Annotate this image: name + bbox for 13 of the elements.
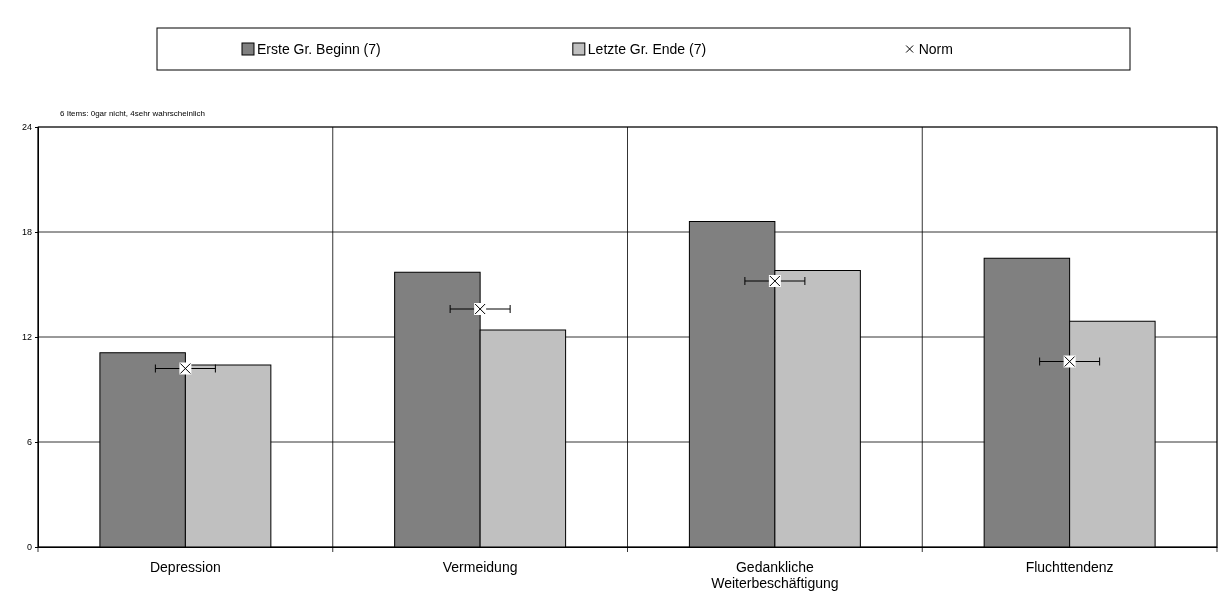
x-tick-label: Gedankliche Weiterbeschäftigung bbox=[711, 558, 839, 592]
x-tick-label: Depression bbox=[149, 558, 221, 575]
legend-label: Norm bbox=[918, 41, 953, 57]
y-tick-label: 24 bbox=[21, 122, 32, 133]
x-tick-label: Fluchttendenz bbox=[1025, 558, 1114, 575]
x-tick-label: Vermeidung bbox=[442, 558, 518, 575]
y-tick-label: 18 bbox=[21, 227, 32, 238]
legend-label: Erste Gr. Beginn (7) bbox=[257, 41, 381, 57]
y-tick-label: 6 bbox=[26, 437, 32, 448]
y-tick-label: 12 bbox=[21, 332, 32, 343]
y-tick-label: 0 bbox=[26, 542, 32, 553]
text: 6 Items: 0gar nicht, 4sehr wahrscheinlich bbox=[60, 109, 205, 118]
legend-label: Letzte Gr. Ende (7) bbox=[587, 41, 707, 57]
